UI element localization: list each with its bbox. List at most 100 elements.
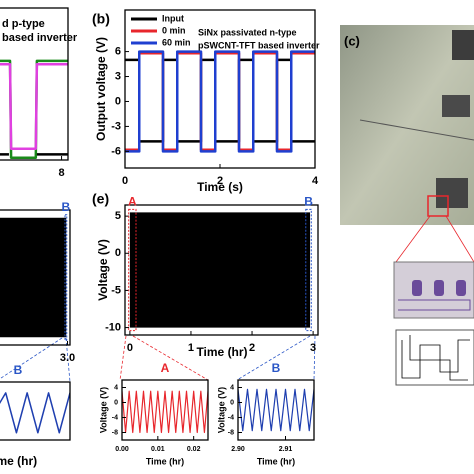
plot-frame (121, 379, 209, 441)
connector (0, 337, 63, 380)
panel: 2.90 2.91 -8 -4 0 4 B Time (hr) Voltage (V) (216, 361, 315, 466)
zoom-region (64, 214, 68, 341)
connector (313, 335, 316, 381)
x-tick-label: 2.91 (279, 446, 293, 453)
zoom-region (305, 208, 312, 332)
plot-area (238, 388, 314, 432)
zoom-label: A (128, 195, 137, 209)
plot-area (0, 217, 67, 338)
y-tick-label: 0 (114, 399, 118, 406)
schematic-wire (401, 339, 470, 379)
series-line (125, 58, 315, 143)
zoom-box (427, 195, 449, 217)
signal-band (129, 212, 311, 328)
connectors (0, 335, 316, 383)
legend-label: 0 min (162, 25, 186, 35)
y-tick-label: 5 (115, 210, 121, 222)
x-tick-label: 2.90 (231, 446, 245, 453)
zoom-trace (398, 299, 471, 311)
x-axis-label: Time (hr) (0, 454, 37, 468)
panel: 0.03.0B (0, 200, 75, 364)
x-axis-label: Time (s) (197, 180, 243, 194)
y-tick-label: 4 (230, 384, 234, 391)
chart-title: d p-type (2, 18, 45, 30)
connector (132, 335, 209, 381)
schematic-wire (409, 335, 468, 381)
y-tick-label: -4 (112, 414, 118, 421)
series-line (0, 392, 70, 434)
x-tick-label: 2 (249, 342, 255, 354)
panel-label: (c) (344, 33, 360, 48)
series-line (125, 50, 315, 153)
panel-label: (b) (92, 11, 110, 27)
y-tick-label: -3 (111, 120, 121, 132)
panel: 8 d p-type based inverter (0, 7, 78, 179)
zoom-transistor (434, 280, 444, 296)
y-tick-label: 0 (230, 399, 234, 406)
y-tick-label: -8 (228, 429, 234, 436)
chart-title: pSWCNT-TFT based inverter (198, 40, 320, 50)
zoom-region (128, 208, 137, 332)
x-tick-label: 4 (312, 175, 319, 187)
panel: B Time (hr) (0, 363, 71, 468)
series-line (238, 388, 314, 432)
zoom-label: B (62, 200, 71, 214)
zoom-transistor (412, 280, 422, 296)
y-tick-label: -8 (112, 429, 118, 436)
plot-frame (0, 209, 71, 346)
plot-frame (237, 379, 315, 441)
zoom-line (445, 215, 474, 263)
photo-panel: (c) (340, 25, 474, 386)
x-tick-label: 0.02 (187, 446, 201, 453)
plot-frame (0, 7, 69, 161)
x-axis-label: Time (hr) (146, 456, 184, 466)
plot-area (125, 50, 315, 153)
x-tick-label: 0.00 (115, 446, 129, 453)
chart-title: B (272, 361, 281, 375)
y-tick-label: 6 (115, 45, 121, 57)
plot-area (0, 392, 70, 434)
plot-area (129, 212, 311, 328)
zoom-transistor (456, 280, 466, 296)
y-tick-label: 0 (115, 95, 121, 107)
y-axis-label: Output voltage (V) (94, 37, 108, 141)
connector (236, 335, 311, 381)
connector (119, 335, 127, 381)
x-tick-label: 0.01 (151, 446, 165, 453)
series-line (0, 63, 68, 150)
series-line (122, 390, 208, 434)
chart-title: B (14, 363, 23, 377)
photo-trace (359, 119, 474, 141)
y-tick-label: -10 (105, 321, 121, 333)
x-tick-label: 2 (217, 175, 223, 187)
y-axis-label: Voltage (V) (98, 387, 108, 433)
x-tick-label: 3.0 (60, 352, 75, 364)
schematic (395, 329, 474, 386)
legend-label: 60 min (162, 37, 191, 47)
chart-title: based inverter (2, 32, 78, 44)
chart-title: SiNx passivated n-type (198, 27, 297, 37)
panel: 0 1 2 3 -10 -5 0 5A B (e) Time (hr) Voltage (V) (92, 191, 319, 359)
plot-area (122, 390, 208, 434)
x-tick-label: 3 (310, 342, 316, 354)
y-tick-label: 4 (114, 384, 118, 391)
photo-device (436, 178, 468, 208)
y-tick-label: -6 (111, 145, 121, 157)
x-tick-label: 8 (58, 167, 64, 179)
y-axis-label: Voltage (V) (96, 239, 110, 301)
panel: 0 2 4 -6 -3 0 3 6 SiNx passivated n-type pSWCNT-T… (92, 9, 320, 194)
x-tick-label: 0 (127, 342, 133, 354)
photo-device (442, 95, 470, 117)
y-tick-label: -4 (228, 414, 234, 421)
chart-title: A (161, 361, 170, 375)
y-tick-label: 3 (115, 70, 121, 82)
panel: 0.00 0.01 0.02 -8 -4 0 4 A Time (hr) Voltage (V) (98, 361, 209, 466)
panel-label: (e) (92, 191, 109, 207)
zoom-label: B (304, 195, 313, 209)
x-axis-label: Time (hr) (257, 456, 295, 466)
y-axis-label: Voltage (V) (216, 387, 226, 433)
x-axis-label: Time (hr) (196, 345, 247, 359)
series-line (0, 59, 68, 159)
plot-frame (124, 204, 319, 336)
